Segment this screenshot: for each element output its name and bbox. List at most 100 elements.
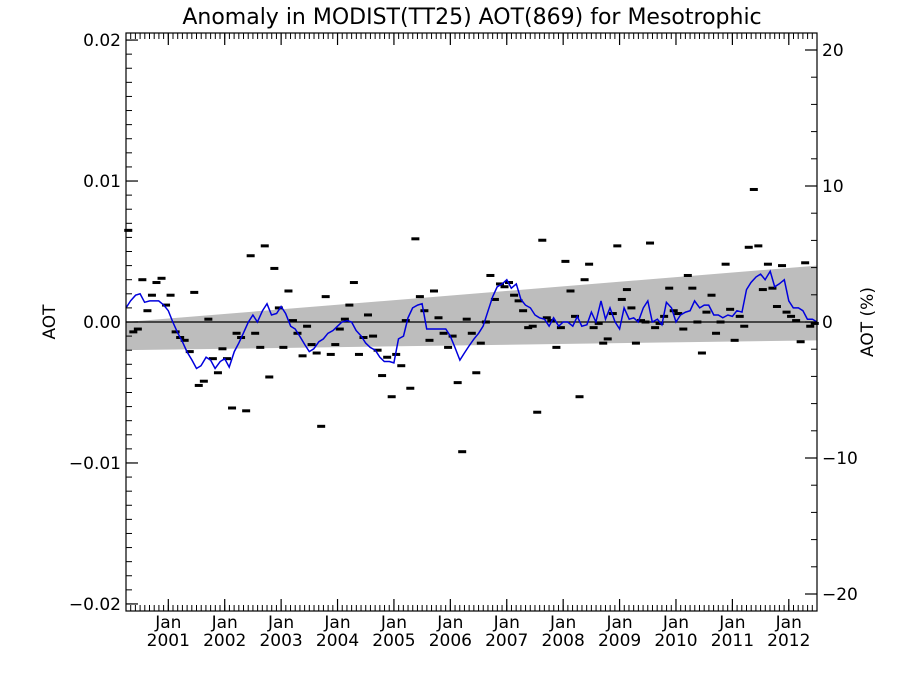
anomaly-point xyxy=(721,262,730,266)
y-tick-label-left: 0.01 xyxy=(83,172,121,192)
anomaly-point xyxy=(538,238,547,242)
anomaly-point xyxy=(688,286,697,290)
x-tick-label-month: Jan xyxy=(718,613,745,633)
axis-ticks: 0.020.010.00−0.01−0.0220100−10−20Jan2001… xyxy=(69,31,858,651)
anomaly-point xyxy=(124,228,133,232)
anomaly-point xyxy=(429,289,438,293)
anomaly-point xyxy=(232,331,241,335)
anomaly-point xyxy=(697,351,706,355)
anomaly-point xyxy=(359,336,368,340)
anomaly-point xyxy=(147,293,156,297)
anomaly-point xyxy=(303,324,312,328)
x-tick-label-month: Jan xyxy=(380,613,407,633)
anomaly-point xyxy=(702,310,711,314)
y-tick-label-left: 0.02 xyxy=(83,31,121,51)
anomaly-point xyxy=(321,295,330,299)
anomaly-point xyxy=(603,337,612,341)
anomaly-point xyxy=(637,319,646,323)
anomaly-point xyxy=(561,259,570,263)
anomaly-point xyxy=(284,289,293,293)
x-tick-label-month: Jan xyxy=(267,613,294,633)
anomaly-point xyxy=(792,319,801,323)
x-tick-label-month: Jan xyxy=(662,613,689,633)
anomaly-point xyxy=(349,281,358,285)
anomaly-point xyxy=(758,288,767,292)
anomaly-point xyxy=(810,321,819,325)
x-tick-label-year: 2002 xyxy=(203,631,246,651)
anomaly-point xyxy=(806,324,815,328)
anomaly-point xyxy=(251,331,260,335)
anomaly-point xyxy=(467,331,476,335)
y-tick-label-right: −10 xyxy=(822,449,858,469)
anomaly-point xyxy=(486,273,495,277)
anomaly-point xyxy=(646,241,655,245)
anomaly-point xyxy=(256,345,265,349)
anomaly-point xyxy=(585,262,594,266)
anomaly-point xyxy=(617,297,626,301)
anomaly-point xyxy=(651,326,660,330)
x-tick-label-year: 2003 xyxy=(259,631,302,651)
anomaly-point xyxy=(157,276,166,280)
y-tick-label-left: 0.00 xyxy=(83,313,121,333)
anomaly-point xyxy=(571,314,580,318)
anomaly-point xyxy=(307,343,316,347)
anomaly-point xyxy=(787,314,796,318)
anomaly-point xyxy=(514,299,523,303)
anomaly-point xyxy=(222,357,231,361)
x-tick-label-month: Jan xyxy=(605,613,632,633)
anomaly-point xyxy=(575,395,584,399)
y-tick-label-left: −0.01 xyxy=(69,454,121,474)
x-tick-label-month: Jan xyxy=(211,613,238,633)
anomaly-point xyxy=(420,309,429,313)
anomaly-point xyxy=(298,354,307,358)
x-tick-label-year: 2009 xyxy=(598,631,641,651)
y-axis-label-right: AOT (%) xyxy=(858,287,878,357)
anomaly-point xyxy=(796,340,805,344)
anomaly-point xyxy=(448,334,457,338)
anomaly-point xyxy=(481,320,490,324)
anomaly-point xyxy=(326,352,335,356)
trend-band-layer xyxy=(126,265,817,351)
anomaly-point xyxy=(453,381,462,385)
anomaly-point xyxy=(594,321,603,325)
x-tick-label-month: Jan xyxy=(323,613,350,633)
anomaly-point xyxy=(754,244,763,248)
x-tick-label-month: Jan xyxy=(549,613,576,633)
anomaly-point xyxy=(363,313,372,317)
anomaly-point xyxy=(444,345,453,349)
anomaly-point xyxy=(599,341,608,345)
chart-title: Anomaly in MODIST(TT25) AOT(869) for Mes… xyxy=(182,5,761,30)
anomaly-point xyxy=(317,424,326,428)
anomaly-point xyxy=(533,410,542,414)
anomaly-point xyxy=(679,327,688,331)
x-tick-label-year: 2001 xyxy=(147,631,190,651)
anomaly-point xyxy=(143,309,152,313)
anomaly-point xyxy=(354,352,363,356)
anomaly-point xyxy=(152,281,161,285)
anomaly-point xyxy=(556,326,565,330)
anomaly-point xyxy=(763,262,772,266)
x-tick-label-year: 2007 xyxy=(485,631,528,651)
anomaly-point xyxy=(185,350,194,354)
anomaly-point xyxy=(730,338,739,342)
y-tick-label-right: 20 xyxy=(822,41,844,61)
anomaly-point xyxy=(369,334,378,338)
anomaly-point xyxy=(171,330,180,334)
anomaly-point xyxy=(726,307,735,311)
anomaly-point xyxy=(476,341,485,345)
anomaly-point xyxy=(613,244,622,248)
anomaly-point xyxy=(401,319,410,323)
anomaly-point xyxy=(204,317,213,321)
anomaly-point xyxy=(434,316,443,320)
anomaly-point xyxy=(383,355,392,359)
x-tick-label-year: 2006 xyxy=(429,631,472,651)
anomaly-point xyxy=(129,330,138,334)
anomaly-point xyxy=(712,331,721,335)
anomaly-point xyxy=(528,324,537,328)
anomaly-point xyxy=(425,338,434,342)
anomaly-point xyxy=(162,303,171,307)
anomaly-point xyxy=(641,320,650,324)
anomaly-point xyxy=(768,286,777,290)
anomaly-point xyxy=(458,450,467,454)
